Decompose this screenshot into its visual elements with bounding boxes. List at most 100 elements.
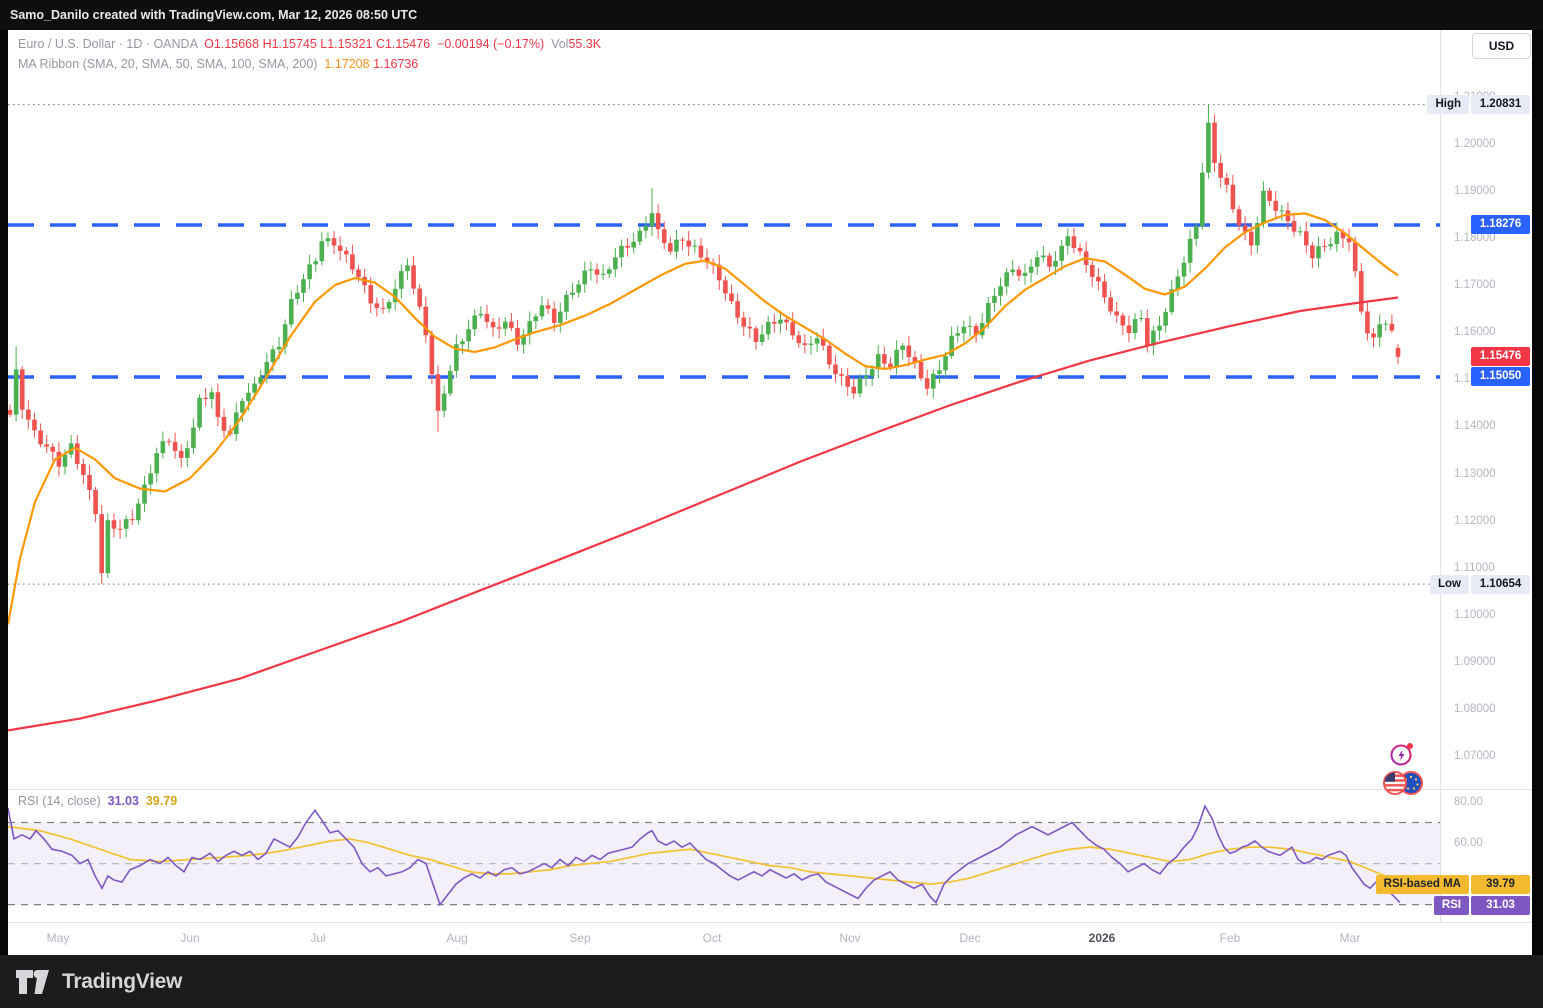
candle [1359, 262, 1364, 315]
candle [533, 313, 539, 330]
candle [753, 326, 759, 350]
candle [527, 311, 533, 345]
candle [1041, 245, 1046, 262]
candle [1206, 104, 1211, 179]
candle [1322, 238, 1327, 253]
candle [13, 346, 19, 422]
candle [331, 230, 337, 255]
attribution-text: Samo_Danilo created with TradingView.com… [10, 8, 418, 22]
high-value: 1.15745 [271, 37, 317, 51]
price-tick: 1.17000 [1454, 279, 1496, 292]
candle [655, 204, 661, 239]
candle [735, 293, 740, 324]
candle [851, 377, 857, 399]
low-value: 1.15321 [327, 37, 373, 51]
candle [166, 438, 172, 446]
price-scale[interactable]: 1.210001.200001.190001.180001.170001.160… [1440, 30, 1532, 922]
sma20-value: 1.17208 [324, 57, 370, 71]
candle [1236, 205, 1242, 231]
axis-divider [8, 922, 1532, 923]
candle [142, 475, 147, 512]
candle [643, 216, 649, 239]
candle [185, 441, 190, 468]
candle [747, 317, 753, 339]
candle [411, 256, 416, 295]
candle [172, 432, 178, 459]
time-axis-label: Jun [180, 931, 200, 945]
candle [1395, 344, 1401, 365]
candle [1291, 212, 1297, 237]
candle [209, 387, 215, 409]
close-value: 1.15476 [384, 37, 431, 51]
candle [661, 221, 667, 250]
boost-flash-icon[interactable] [1389, 741, 1415, 767]
candle [998, 277, 1003, 306]
candle [515, 320, 520, 351]
candle [374, 297, 380, 317]
candle [564, 290, 569, 320]
candle [337, 236, 343, 261]
low-label: L [320, 37, 328, 51]
candle [808, 335, 814, 355]
high-marker-value: 1.20831 [1471, 95, 1530, 115]
change-value: −0.00194 (−0.17%) [437, 37, 545, 51]
time-axis-label: Mar [1339, 931, 1361, 945]
candle [435, 365, 441, 433]
candle [1089, 261, 1095, 287]
candle [1034, 250, 1040, 275]
candle [594, 263, 600, 284]
candle [1071, 227, 1077, 254]
candle [1389, 314, 1395, 333]
candle [716, 254, 722, 290]
candle [833, 354, 838, 383]
candle [1120, 312, 1126, 336]
time-axis-label: May [46, 931, 70, 945]
candle [1181, 256, 1187, 286]
ma-ribbon-label: MA Ribbon (SMA, 20, SMA, 50, SMA, 100, S… [18, 57, 318, 71]
eurusd-pair-flags-icon[interactable] [1382, 770, 1426, 796]
candle [50, 443, 56, 461]
candle [723, 275, 728, 301]
candle [81, 458, 86, 484]
rsi-tick: 80.00 [1454, 796, 1483, 808]
candle [1157, 315, 1162, 341]
rsi-ma-value: 39.79 [145, 794, 178, 808]
time-axis-label: Jul [310, 931, 326, 945]
candle [1151, 325, 1156, 356]
candle [545, 298, 551, 315]
candle [111, 513, 117, 538]
time-axis-label: Feb [1219, 931, 1241, 945]
candle [447, 365, 453, 397]
candle [680, 237, 685, 251]
time-axis-label: Oct [702, 931, 722, 945]
candle [1365, 302, 1370, 341]
candle [967, 316, 973, 337]
rsi-pane[interactable] [8, 790, 1440, 922]
candle [56, 441, 62, 477]
low-marker-label: Low [1430, 574, 1469, 594]
time-axis[interactable]: May Jun Jul Aug Sep Oct Nov Dec 2026 Feb Mar [8, 923, 1440, 955]
candle [1261, 181, 1266, 228]
price-tick: 1.16000 [1454, 326, 1496, 339]
candle [973, 323, 979, 343]
candle [160, 431, 166, 459]
price-tick: 1.18000 [1454, 231, 1496, 244]
candle [827, 343, 832, 369]
price-tick: 1.12000 [1454, 514, 1496, 527]
candle [1310, 241, 1315, 269]
candle [509, 312, 514, 332]
candle [295, 284, 300, 305]
price-chart-pane[interactable] [8, 90, 1440, 788]
chart-card: Euro / U.S. Dollar · 1D · OANDA O1.15668… [8, 30, 1532, 955]
currency-toggle-button[interactable]: USD [1472, 33, 1531, 59]
candle [405, 258, 410, 281]
candle [191, 418, 196, 455]
tradingview-logo[interactable]: TradingView [16, 969, 182, 995]
candle [759, 324, 765, 346]
candle [1273, 191, 1279, 220]
rsi-ma-badge-label: RSI-based MA [1375, 875, 1469, 895]
candle [313, 258, 319, 273]
candle [1224, 172, 1230, 193]
candle [668, 237, 673, 255]
pane-divider[interactable] [8, 789, 1532, 790]
